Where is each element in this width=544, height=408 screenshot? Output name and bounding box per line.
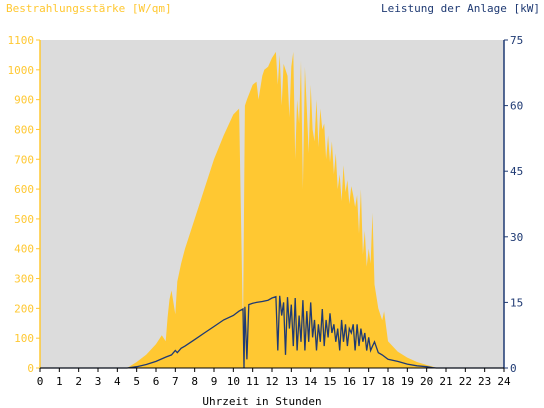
right-tick-label: 75 bbox=[510, 34, 523, 47]
irradiance-area-series bbox=[40, 51, 504, 369]
x-tick-label: 14 bbox=[304, 375, 318, 388]
right-tick-label: 60 bbox=[510, 100, 523, 113]
right-axis-title: Leistung der Anlage [kW] bbox=[381, 2, 540, 15]
right-tick-label: 15 bbox=[510, 296, 523, 309]
left-tick-label: 900 bbox=[14, 94, 34, 107]
left-tick-label: 0 bbox=[27, 362, 34, 375]
x-tick-label: 10 bbox=[227, 375, 240, 388]
x-tick-label: 17 bbox=[362, 375, 375, 388]
x-tick-label: 9 bbox=[211, 375, 218, 388]
left-tick-label: 300 bbox=[14, 273, 34, 286]
left-tick-label: 500 bbox=[14, 213, 34, 226]
x-axis-title: Uhrzeit in Stunden bbox=[202, 395, 321, 408]
x-tick-label: 20 bbox=[420, 375, 433, 388]
left-tick-label: 1100 bbox=[8, 34, 35, 47]
x-tick-label: 24 bbox=[497, 375, 511, 388]
x-tick-label: 3 bbox=[95, 375, 102, 388]
x-tick-label: 18 bbox=[381, 375, 394, 388]
x-tick-label: 23 bbox=[478, 375, 491, 388]
x-tick-label: 0 bbox=[37, 375, 44, 388]
x-tick-label: 2 bbox=[75, 375, 82, 388]
x-tick-label: 15 bbox=[323, 375, 336, 388]
left-tick-label: 200 bbox=[14, 302, 34, 315]
x-tick-label: 12 bbox=[265, 375, 278, 388]
left-tick-label: 400 bbox=[14, 243, 34, 256]
x-tick-label: 11 bbox=[246, 375, 259, 388]
left-tick-label: 100 bbox=[14, 332, 34, 345]
x-tick-label: 21 bbox=[439, 375, 452, 388]
x-tick-label: 22 bbox=[459, 375, 472, 388]
x-tick-label: 8 bbox=[191, 375, 198, 388]
x-tick-label: 16 bbox=[343, 375, 356, 388]
x-tick-label: 4 bbox=[114, 375, 121, 388]
left-axis-title: Bestrahlungsstärke [W/qm] bbox=[6, 2, 172, 15]
x-tick-label: 6 bbox=[153, 375, 160, 388]
x-tick-label: 19 bbox=[401, 375, 414, 388]
power-line-series bbox=[40, 295, 504, 369]
x-tick-label: 7 bbox=[172, 375, 179, 388]
right-tick-label: 0 bbox=[510, 362, 517, 375]
x-tick-label: 5 bbox=[133, 375, 140, 388]
left-tick-label: 800 bbox=[14, 123, 34, 136]
x-tick-label: 1 bbox=[56, 375, 63, 388]
left-tick-label: 600 bbox=[14, 183, 34, 196]
left-tick-label: 700 bbox=[14, 153, 34, 166]
left-tick-label: 1000 bbox=[8, 64, 35, 77]
x-tick-label: 13 bbox=[285, 375, 298, 388]
right-tick-label: 45 bbox=[510, 165, 523, 178]
right-tick-label: 30 bbox=[510, 231, 523, 244]
